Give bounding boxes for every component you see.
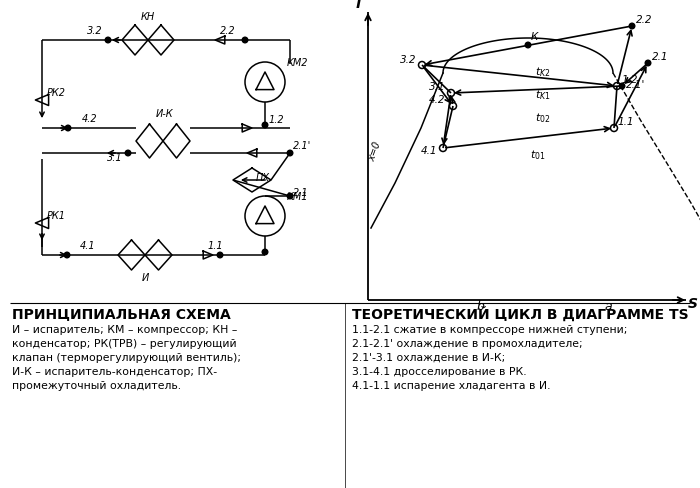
Text: КМ2: КМ2 [287, 58, 309, 68]
Text: клапан (терморегулирующий вентиль);: клапан (терморегулирующий вентиль); [12, 353, 241, 363]
Text: 4.2: 4.2 [82, 114, 98, 124]
Text: b: b [476, 300, 484, 313]
Circle shape [287, 150, 293, 156]
Text: $t_{01}$: $t_{01}$ [530, 148, 545, 162]
Text: К: К [531, 32, 538, 42]
Circle shape [620, 83, 625, 89]
Circle shape [262, 122, 268, 128]
Text: И-К – испаритель-конденсатор; ПХ-: И-К – испаритель-конденсатор; ПХ- [12, 367, 217, 377]
Circle shape [262, 249, 268, 255]
Text: промежуточный охладитель.: промежуточный охладитель. [12, 381, 181, 391]
Text: 3.1-4.1 дросселирование в РК.: 3.1-4.1 дросселирование в РК. [352, 367, 526, 377]
Text: 2.1': 2.1' [293, 141, 312, 151]
Circle shape [125, 150, 131, 156]
Circle shape [645, 60, 651, 66]
Text: 4.1: 4.1 [80, 241, 96, 251]
Circle shape [65, 125, 71, 131]
Text: РК2: РК2 [47, 88, 66, 98]
Text: 2.1': 2.1' [626, 80, 645, 90]
Circle shape [105, 37, 111, 43]
Text: 1.1: 1.1 [618, 117, 634, 127]
Text: КН: КН [141, 12, 155, 22]
Text: 4.1-1.1 испарение хладагента в И.: 4.1-1.1 испарение хладагента в И. [352, 381, 550, 391]
Text: ПРИНЦИПИАЛЬНАЯ СХЕМА: ПРИНЦИПИАЛЬНАЯ СХЕМА [12, 307, 231, 321]
Text: $t_{K2}$: $t_{K2}$ [535, 65, 551, 79]
Text: ПХ: ПХ [256, 173, 270, 183]
Text: 1.1-2.1 сжатие в компрессоре нижней ступени;: 1.1-2.1 сжатие в компрессоре нижней ступ… [352, 325, 627, 335]
Text: $t_{02}$: $t_{02}$ [535, 111, 550, 125]
Text: 2.1-2.1' охлаждение в промохладителе;: 2.1-2.1' охлаждение в промохладителе; [352, 339, 582, 349]
Text: 1.1: 1.1 [207, 241, 223, 251]
Text: КМ1: КМ1 [287, 192, 309, 202]
Text: S: S [688, 297, 698, 311]
Text: T: T [354, 0, 363, 11]
Text: И-К: И-К [156, 109, 174, 119]
Circle shape [242, 37, 248, 43]
Circle shape [287, 193, 293, 199]
Text: РК1: РК1 [47, 211, 66, 221]
Text: 2.1: 2.1 [652, 52, 668, 62]
Text: $t_{K1}$: $t_{K1}$ [535, 88, 551, 102]
Text: 4.2: 4.2 [429, 95, 445, 105]
Text: 2.2: 2.2 [636, 15, 652, 25]
Text: 2.1'-3.1 охлаждение в И-К;: 2.1'-3.1 охлаждение в И-К; [352, 353, 505, 363]
Text: 1.2: 1.2 [269, 115, 285, 125]
Text: 3.2: 3.2 [400, 55, 416, 65]
Text: 1.2: 1.2 [621, 75, 638, 85]
Text: конденсатор; РК(ТРВ) – регулирующий: конденсатор; РК(ТРВ) – регулирующий [12, 339, 237, 349]
Text: И: И [141, 273, 148, 283]
Text: 2.2: 2.2 [220, 26, 236, 36]
Text: x=0: x=0 [367, 141, 383, 163]
Circle shape [525, 42, 531, 48]
Text: 3.2: 3.2 [88, 26, 103, 36]
Circle shape [629, 23, 635, 29]
Circle shape [217, 252, 223, 258]
Text: 3.1: 3.1 [429, 82, 445, 92]
Text: a: a [604, 300, 612, 313]
Circle shape [64, 252, 70, 258]
Text: ТЕОРЕТИЧЕСКИЙ ЦИКЛ В ДИАГРАММЕ TS: ТЕОРЕТИЧЕСКИЙ ЦИКЛ В ДИАГРАММЕ TS [352, 307, 689, 322]
Text: И – испаритель; КМ – компрессор; КН –: И – испаритель; КМ – компрессор; КН – [12, 325, 237, 335]
Text: 4.1: 4.1 [421, 146, 438, 156]
Text: 3.1: 3.1 [107, 153, 122, 163]
Text: 2.1: 2.1 [293, 188, 309, 198]
